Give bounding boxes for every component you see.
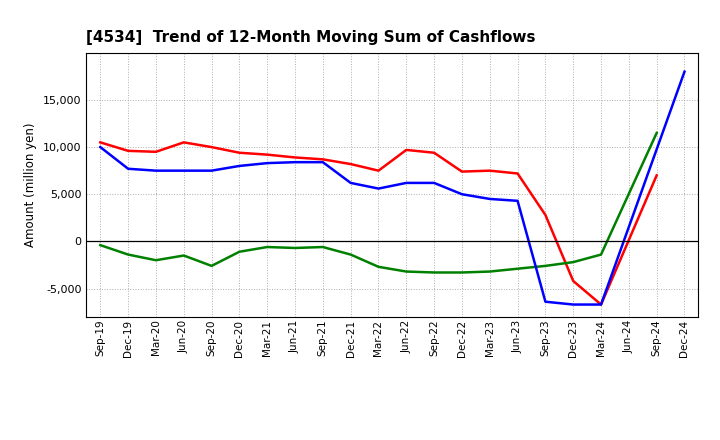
Operating Cashflow <box>152 149 161 154</box>
Investing Cashflow <box>235 249 243 254</box>
Free Cashflow <box>680 69 689 74</box>
Free Cashflow <box>96 144 104 150</box>
Investing Cashflow <box>124 252 132 257</box>
Free Cashflow <box>291 160 300 165</box>
Y-axis label: Amount (million yen): Amount (million yen) <box>24 123 37 247</box>
Investing Cashflow <box>569 260 577 265</box>
Free Cashflow <box>569 302 577 307</box>
Free Cashflow <box>152 168 161 173</box>
Operating Cashflow <box>513 171 522 176</box>
Investing Cashflow <box>458 270 467 275</box>
Free Cashflow <box>346 180 355 186</box>
Operating Cashflow <box>485 168 494 173</box>
Operating Cashflow <box>541 213 550 218</box>
Line: Free Cashflow: Free Cashflow <box>100 72 685 304</box>
Line: Investing Cashflow: Investing Cashflow <box>100 133 657 272</box>
Investing Cashflow <box>374 264 383 269</box>
Operating Cashflow <box>652 173 661 178</box>
Investing Cashflow <box>291 246 300 251</box>
Operating Cashflow <box>402 147 410 153</box>
Investing Cashflow <box>346 252 355 257</box>
Operating Cashflow <box>96 140 104 145</box>
Investing Cashflow <box>402 269 410 274</box>
Operating Cashflow <box>235 150 243 155</box>
Operating Cashflow <box>207 144 216 150</box>
Free Cashflow <box>458 191 467 197</box>
Operating Cashflow <box>374 168 383 173</box>
Free Cashflow <box>179 168 188 173</box>
Free Cashflow <box>263 161 271 166</box>
Investing Cashflow <box>541 263 550 268</box>
Free Cashflow <box>374 186 383 191</box>
Operating Cashflow <box>458 169 467 174</box>
Investing Cashflow <box>485 269 494 274</box>
Investing Cashflow <box>318 244 327 249</box>
Text: [4534]  Trend of 12-Month Moving Sum of Cashflows: [4534] Trend of 12-Month Moving Sum of C… <box>86 29 536 45</box>
Operating Cashflow <box>318 157 327 162</box>
Free Cashflow <box>485 196 494 202</box>
Operating Cashflow <box>569 279 577 284</box>
Investing Cashflow <box>597 252 606 257</box>
Investing Cashflow <box>430 270 438 275</box>
Operating Cashflow <box>430 150 438 155</box>
Free Cashflow <box>541 299 550 304</box>
Investing Cashflow <box>152 257 161 263</box>
Free Cashflow <box>207 168 216 173</box>
Operating Cashflow <box>291 155 300 160</box>
Free Cashflow <box>513 198 522 203</box>
Operating Cashflow <box>263 152 271 157</box>
Free Cashflow <box>430 180 438 186</box>
Investing Cashflow <box>179 253 188 258</box>
Line: Operating Cashflow: Operating Cashflow <box>100 143 657 304</box>
Operating Cashflow <box>124 148 132 154</box>
Investing Cashflow <box>513 266 522 271</box>
Free Cashflow <box>235 163 243 169</box>
Free Cashflow <box>124 166 132 172</box>
Operating Cashflow <box>346 161 355 167</box>
Investing Cashflow <box>263 244 271 249</box>
Investing Cashflow <box>96 242 104 248</box>
Free Cashflow <box>597 302 606 307</box>
Operating Cashflow <box>179 140 188 145</box>
Free Cashflow <box>402 180 410 186</box>
Operating Cashflow <box>597 302 606 307</box>
Free Cashflow <box>318 160 327 165</box>
Investing Cashflow <box>207 263 216 268</box>
Investing Cashflow <box>652 130 661 136</box>
